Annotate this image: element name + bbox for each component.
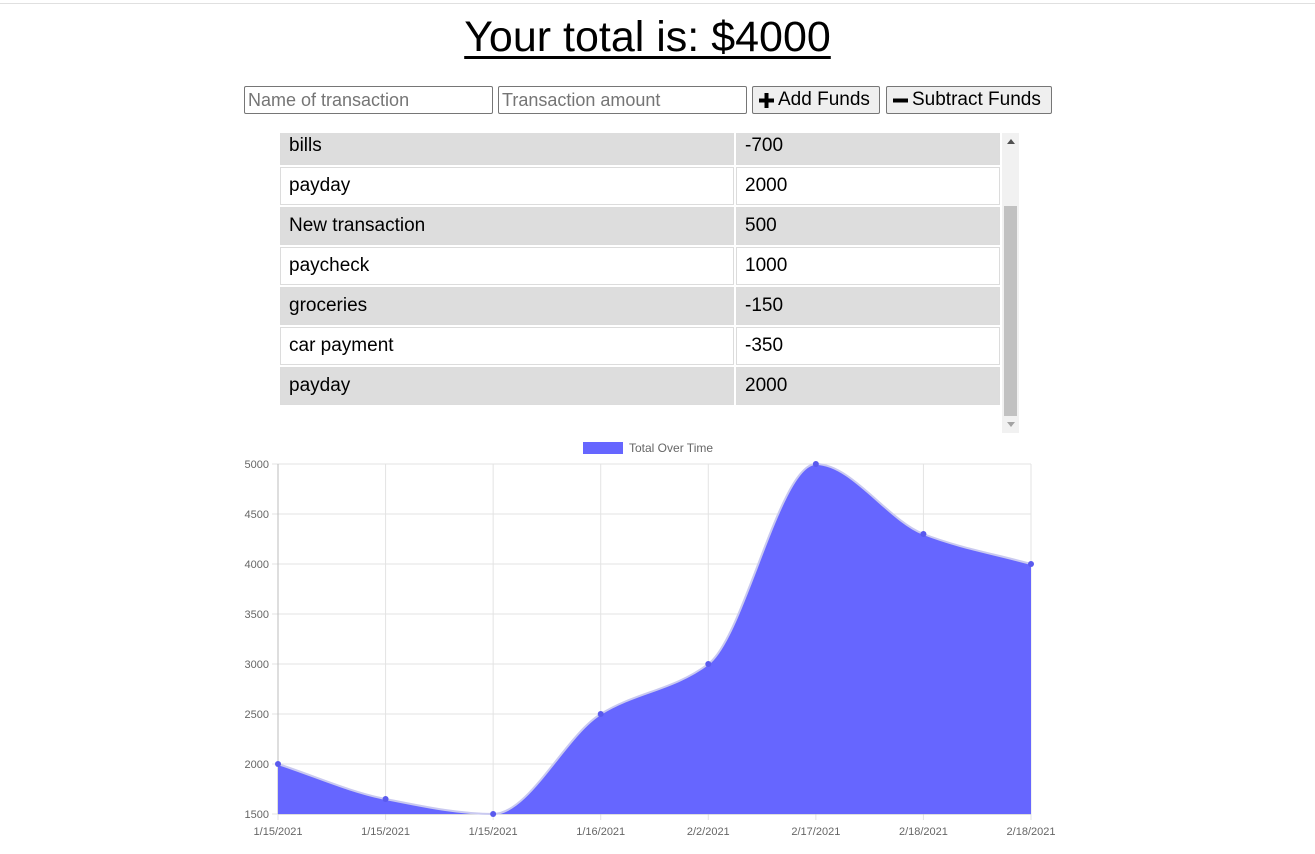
data-point xyxy=(1028,561,1034,567)
x-tick-label: 2/2/2021 xyxy=(687,826,730,838)
subtract-funds-label: Subtract Funds xyxy=(912,89,1041,110)
data-point xyxy=(812,461,819,467)
add-funds-label: Add Funds xyxy=(778,89,870,110)
y-tick-label: 4000 xyxy=(245,559,269,571)
table-row: payday 2000 xyxy=(280,367,1000,405)
transaction-name-cell: payday xyxy=(280,367,734,405)
transaction-name-cell: New transaction xyxy=(280,207,734,245)
table-row: payday 2000 xyxy=(280,167,1000,205)
table-row: bills -700 xyxy=(280,133,1000,165)
y-tick-label: 2500 xyxy=(245,709,269,721)
total-over-time-chart: 1500 2000 2500 3000 3500 4000 4500 5000 1/15/202… xyxy=(230,436,1070,846)
transaction-value-cell: -700 xyxy=(736,133,1000,165)
table-row: New transaction 500 xyxy=(280,207,1000,245)
x-tick-label: 2/18/2021 xyxy=(1007,826,1056,838)
y-tick-label: 2000 xyxy=(245,759,269,771)
scroll-up-arrow-icon[interactable] xyxy=(1002,133,1019,150)
transaction-name-cell: groceries xyxy=(280,287,734,325)
x-tick-label: 2/18/2021 xyxy=(899,826,948,838)
y-tick-label: 3500 xyxy=(245,609,269,621)
chart-svg: 1500 2000 2500 3000 3500 4000 4500 5000 1/15/202… xyxy=(245,441,1056,838)
transactions-table: bills -700 payday 2000 New transaction 500 pay… xyxy=(278,133,1002,407)
transaction-value-cell: 1000 xyxy=(736,247,1000,285)
table-scrollbar[interactable] xyxy=(1002,133,1019,433)
transaction-value-cell: -350 xyxy=(736,327,1000,365)
series-line xyxy=(277,462,1032,816)
subtract-funds-button[interactable]: Subtract Funds xyxy=(886,86,1052,114)
total-heading: Your total is: $4000 xyxy=(464,13,831,61)
transactions-table-container[interactable]: bills -700 payday 2000 New transaction 500 pay… xyxy=(278,133,1019,433)
transaction-name-cell: paycheck xyxy=(280,247,734,285)
table-row: groceries -150 xyxy=(280,287,1000,325)
legend-label: Total Over Time xyxy=(629,441,713,455)
transaction-value-cell: -150 xyxy=(736,287,1000,325)
table-row: car payment -350 xyxy=(280,327,1000,365)
transaction-name-input[interactable] xyxy=(244,86,493,114)
data-point xyxy=(490,811,497,817)
data-point xyxy=(705,661,712,667)
y-tick-label: 1500 xyxy=(245,809,269,821)
data-point xyxy=(382,796,389,802)
data-point xyxy=(920,531,927,537)
y-tick-label: 5000 xyxy=(245,459,269,471)
transaction-value-cell: 2000 xyxy=(736,167,1000,205)
top-divider xyxy=(0,3,1315,4)
transaction-amount-input[interactable] xyxy=(498,86,747,114)
data-point xyxy=(275,761,281,767)
transaction-value-cell: 500 xyxy=(736,207,1000,245)
table-row: paycheck 1000 xyxy=(280,247,1000,285)
data-point xyxy=(597,711,604,717)
scroll-down-arrow-icon[interactable] xyxy=(1002,416,1019,433)
transaction-value-cell: 2000 xyxy=(736,367,1000,405)
x-tick-label: 1/15/2021 xyxy=(469,826,518,838)
x-tick-label: 2/17/2021 xyxy=(791,826,840,838)
minus-icon xyxy=(893,93,908,108)
x-tick-label: 1/15/2021 xyxy=(361,826,410,838)
legend-swatch xyxy=(583,442,623,454)
x-tick-label: 1/16/2021 xyxy=(576,826,625,838)
x-tick-label: 1/15/2021 xyxy=(254,826,303,838)
transaction-name-cell: bills xyxy=(280,133,734,165)
add-funds-button[interactable]: Add Funds xyxy=(752,86,880,114)
plus-icon xyxy=(759,92,774,108)
y-tick-label: 3000 xyxy=(245,659,269,671)
scrollbar-thumb[interactable] xyxy=(1004,206,1017,416)
transaction-name-cell: payday xyxy=(280,167,734,205)
y-tick-label: 4500 xyxy=(245,509,269,521)
series-area xyxy=(278,464,1031,814)
transaction-name-cell: car payment xyxy=(280,327,734,365)
